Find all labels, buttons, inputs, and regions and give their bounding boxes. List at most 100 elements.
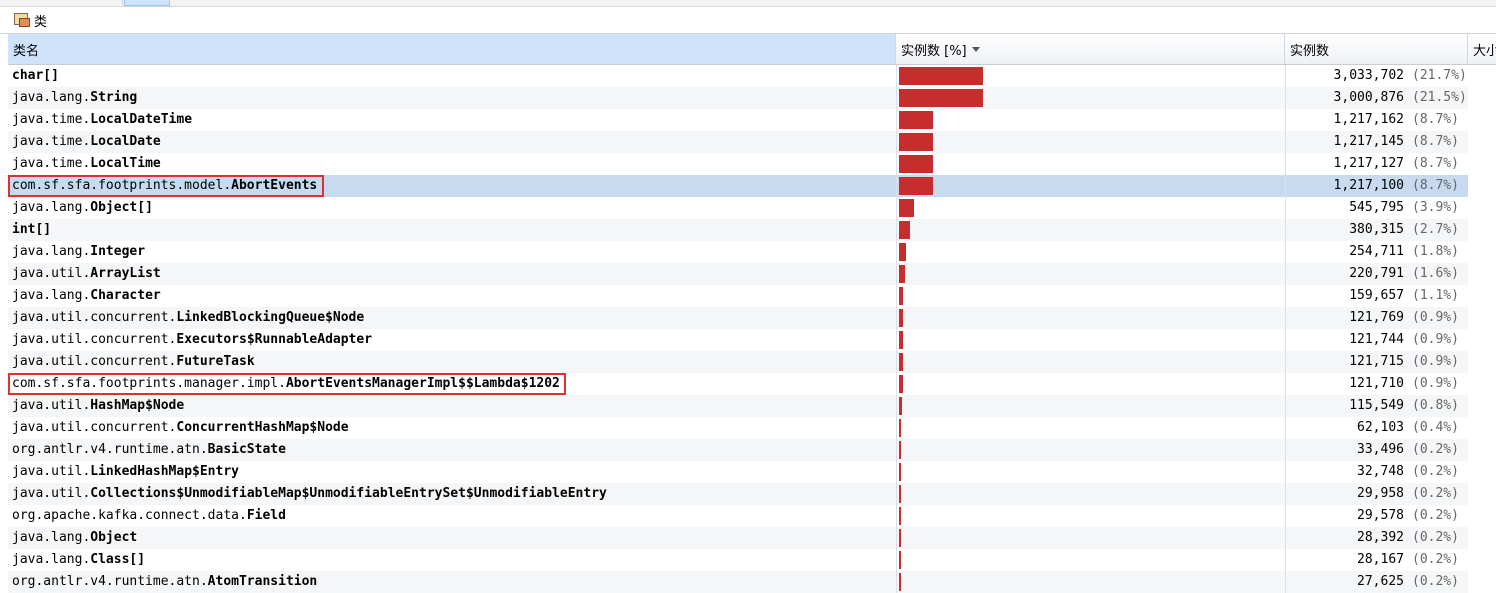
table-row[interactable]: org.antlr.v4.runtime.atn.BasicState 33,49…: [8, 439, 1468, 461]
instances-percent-cell: [896, 219, 1286, 241]
table-row[interactable]: com.sf.sfa.footprints.model.AbortEvents 1…: [8, 175, 1468, 197]
class-simple-name: LocalTime: [90, 156, 161, 171]
instances-count-cell: 3,033,702 (21.7%): [1285, 65, 1468, 87]
class-simple-name: Collections$UnmodifiableMap$Unmodifiable…: [90, 486, 607, 501]
tab-strip: [0, 0, 1496, 7]
instances-percent-bar: [899, 419, 901, 437]
package-name: com.sf.sfa.footprints.model.: [12, 178, 232, 193]
class-name-cell: org.antlr.v4.runtime.atn.AtomTransition: [12, 571, 892, 593]
table-row[interactable]: int[] 380,315 (2.7%): [8, 219, 1468, 241]
instances-percent-label: (1.8%): [1412, 244, 1459, 259]
table-header: 类名 实例数 [%] 实例数 大小: [8, 34, 1496, 65]
class-simple-name: HashMap$Node: [90, 398, 185, 413]
instances-percent-label: (0.2%): [1412, 530, 1459, 545]
instances-percent-cell: [896, 417, 1286, 439]
instances-percent-bar: [899, 309, 903, 327]
instances-percent-bar: [899, 463, 901, 481]
instances-count-cell: 115,549 (0.8%): [1285, 395, 1468, 417]
class-simple-name: int[]: [12, 222, 52, 237]
class-simple-name: AtomTransition: [207, 574, 318, 589]
instances-count-cell: 28,167 (0.2%): [1285, 549, 1468, 571]
package-name: org.antlr.v4.runtime.atn.: [12, 574, 208, 589]
instances-percent-cell: [896, 329, 1286, 351]
package-name: java.util.concurrent.: [12, 332, 177, 347]
instances-percent-cell: [896, 395, 1286, 417]
instances-percent-cell: [896, 461, 1286, 483]
table-row[interactable]: java.lang.Class[] 28,167 (0.2%): [8, 549, 1468, 571]
table-row[interactable]: java.lang.Character 159,657 (1.1%): [8, 285, 1468, 307]
instances-count: 121,744: [1349, 332, 1404, 347]
table-row[interactable]: java.util.Collections$UnmodifiableMap$Un…: [8, 483, 1468, 505]
table-row[interactable]: java.time.LocalDateTime 1,217,162 (8.7%): [8, 109, 1468, 131]
instances-percent-cell: [896, 131, 1286, 153]
table-row[interactable]: java.util.concurrent.Executors$RunnableA…: [8, 329, 1468, 351]
class-simple-name: Character: [90, 288, 161, 303]
column-header-instances[interactable]: 实例数: [1285, 34, 1468, 64]
table-row[interactable]: java.util.LinkedHashMap$Entry 32,748 (0.2%…: [8, 461, 1468, 483]
instances-percent-cell: [896, 263, 1286, 285]
table-row[interactable]: java.util.concurrent.ConcurrentHashMap$N…: [8, 417, 1468, 439]
class-simple-name: Integer: [90, 244, 146, 259]
table-row[interactable]: java.lang.Object 28,392 (0.2%): [8, 527, 1468, 549]
class-simple-name: ArrayList: [90, 266, 161, 281]
table-row[interactable]: java.util.HashMap$Node 115,549 (0.8%): [8, 395, 1468, 417]
class-simple-name: LocalDate: [90, 134, 161, 149]
instances-percent-cell: [896, 197, 1286, 219]
class-name-cell: char[]: [12, 65, 892, 87]
table-row[interactable]: com.sf.sfa.footprints.manager.impl.Abort…: [8, 373, 1468, 395]
class-simple-name: char[]: [12, 68, 59, 83]
column-header-class-name[interactable]: 类名: [8, 34, 896, 64]
instances-count: 380,315: [1349, 222, 1404, 237]
table-row[interactable]: org.antlr.v4.runtime.atn.AtomTransition 2…: [8, 571, 1468, 593]
table-row[interactable]: java.util.concurrent.FutureTask 121,715 (0…: [8, 351, 1468, 373]
instances-percent-label: (0.9%): [1412, 332, 1459, 347]
class-name-cell: java.util.HashMap$Node: [12, 395, 892, 417]
instances-count-cell: 1,217,127 (8.7%): [1285, 153, 1468, 175]
instances-count: 62,103: [1357, 420, 1404, 435]
class-simple-name: LocalDateTime: [90, 112, 193, 127]
class-simple-name: LinkedBlockingQueue$Node: [176, 310, 365, 325]
class-name-cell: java.util.LinkedHashMap$Entry: [12, 461, 892, 483]
class-name-cell: org.antlr.v4.runtime.atn.BasicState: [12, 439, 892, 461]
package-name: java.lang.: [12, 530, 91, 545]
instances-count: 1,217,127: [1333, 156, 1404, 171]
table-row[interactable]: java.lang.Integer 254,711 (1.8%): [8, 241, 1468, 263]
instances-percent-bar: [899, 507, 901, 525]
instances-count-cell: 121,715 (0.9%): [1285, 351, 1468, 373]
table-row[interactable]: java.util.ArrayList 220,791 (1.6%): [8, 263, 1468, 285]
instances-count: 3,000,876: [1333, 90, 1404, 105]
column-header-size[interactable]: 大小: [1473, 43, 1496, 59]
instances-count: 28,392: [1357, 530, 1404, 545]
instances-count-cell: 545,795 (3.9%): [1285, 197, 1468, 219]
table-row[interactable]: java.time.LocalDate 1,217,145 (8.7%): [8, 131, 1468, 153]
section-title: 类: [34, 14, 48, 30]
package-name: java.lang.: [12, 200, 91, 215]
column-header-instances-percent[interactable]: 实例数 [%]: [896, 34, 1285, 64]
table-row[interactable]: java.lang.Object[] 545,795 (3.9%): [8, 197, 1468, 219]
table-row[interactable]: char[] 3,033,702 (21.7%): [8, 65, 1468, 87]
tab-previous[interactable]: [60, 0, 123, 5]
table-row[interactable]: java.time.LocalTime 1,217,127 (8.7%): [8, 153, 1468, 175]
instances-count-cell: 3,000,876 (21.5%): [1285, 87, 1468, 109]
class-name-cell: java.util.concurrent.FutureTask: [12, 351, 892, 373]
instances-percent-bar: [899, 155, 933, 173]
instances-count-cell: 121,710 (0.9%): [1285, 373, 1468, 395]
instances-count: 545,795: [1349, 200, 1404, 215]
instances-percent-label: (3.9%): [1412, 200, 1459, 215]
instances-count: 254,711: [1349, 244, 1404, 259]
package-name: java.util.: [12, 486, 91, 501]
class-simple-name: LinkedHashMap$Entry: [90, 464, 239, 479]
classes-icon: [14, 13, 30, 27]
class-simple-name: AbortEvents: [231, 178, 318, 193]
tab-active[interactable]: [124, 0, 170, 6]
class-name-cell: java.util.ArrayList: [12, 263, 892, 285]
class-name-cell: org.apache.kafka.connect.data.Field: [12, 505, 892, 527]
table-row[interactable]: java.util.concurrent.LinkedBlockingQueue…: [8, 307, 1468, 329]
class-name-cell: java.lang.Character: [12, 285, 892, 307]
class-name-cell: java.util.concurrent.ConcurrentHashMap$N…: [12, 417, 892, 439]
instances-count-cell: 220,791 (1.6%): [1285, 263, 1468, 285]
package-name: java.time.: [12, 112, 91, 127]
table-row[interactable]: java.lang.String 3,000,876 (21.5%): [8, 87, 1468, 109]
table-row[interactable]: org.apache.kafka.connect.data.Field 29,57…: [8, 505, 1468, 527]
instances-percent-cell: [896, 571, 1286, 593]
